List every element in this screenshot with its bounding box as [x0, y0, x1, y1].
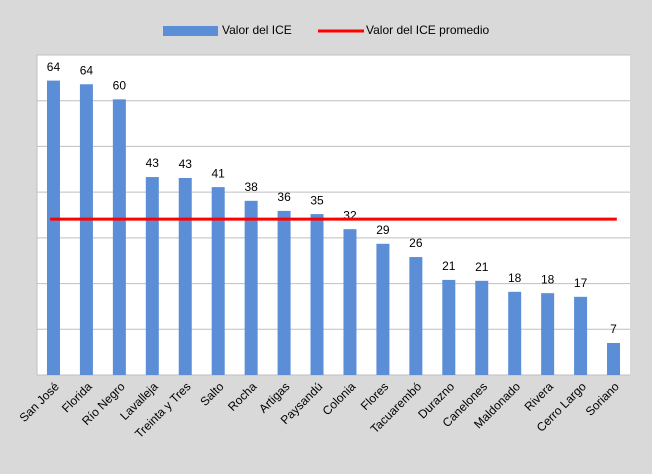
data-label: 18: [541, 272, 555, 286]
bar: [145, 177, 159, 375]
data-label: 41: [212, 166, 226, 180]
legend-swatch: [163, 26, 218, 36]
bar: [574, 296, 588, 375]
data-label: 17: [574, 276, 588, 290]
data-label: 43: [179, 157, 193, 171]
bar: [475, 280, 489, 375]
data-label: 60: [113, 79, 127, 93]
legend-label: Valor del ICE: [222, 23, 292, 37]
data-label: 35: [310, 193, 324, 207]
data-label: 64: [47, 60, 61, 74]
bar: [343, 229, 357, 375]
data-label: 38: [244, 180, 258, 194]
bar: [508, 291, 522, 375]
data-label: 21: [442, 259, 456, 273]
plot-area: [37, 55, 630, 375]
bar: [79, 84, 93, 375]
bar: [310, 214, 324, 375]
bar: [277, 210, 291, 375]
data-label: 7: [610, 322, 617, 336]
bar: [607, 343, 621, 375]
data-label: 18: [508, 271, 522, 285]
data-label: 21: [475, 260, 489, 274]
data-label: 64: [80, 63, 94, 77]
bar: [409, 257, 423, 375]
bar: [112, 99, 126, 375]
bar: [244, 200, 258, 375]
bar: [376, 243, 390, 375]
legend-label: Valor del ICE promedio: [366, 23, 489, 37]
data-label: 29: [376, 223, 390, 237]
bar: [46, 80, 60, 375]
bar: [541, 293, 555, 375]
bar: [211, 187, 225, 375]
data-label: 43: [146, 156, 160, 170]
data-label: 26: [409, 236, 423, 250]
bar: [442, 279, 456, 375]
bar: [178, 177, 192, 375]
data-label: 36: [277, 190, 291, 204]
